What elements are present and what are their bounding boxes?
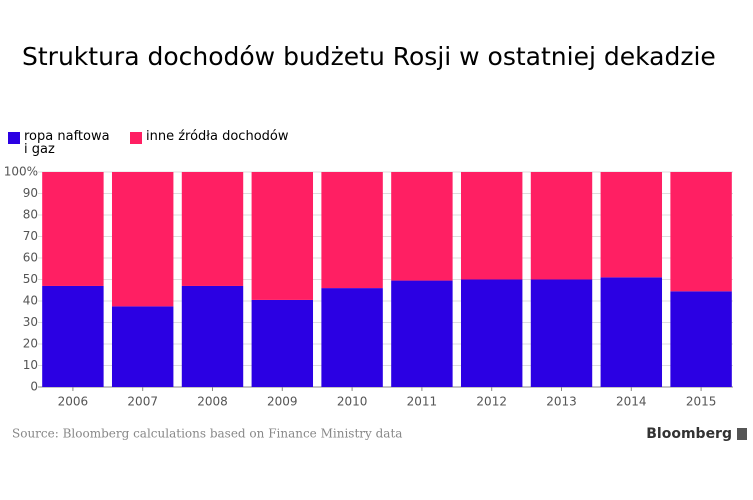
logo-icon [737, 428, 747, 440]
y-tick-label: 10 [23, 358, 38, 372]
y-tick-label: 30 [23, 315, 38, 329]
y-tick-label: 40 [23, 294, 38, 308]
legend-label: inne źródła dochodów [146, 129, 289, 144]
x-tick-label: 2013 [546, 395, 577, 409]
bar-segment [251, 299, 314, 387]
y-tick-label: 20 [23, 337, 38, 351]
x-tick-label: 2009 [267, 395, 298, 409]
bar-segment [391, 280, 453, 387]
x-tick-label: 2008 [197, 395, 228, 409]
bar-segment [42, 285, 104, 387]
x-tick-label: 2014 [616, 395, 647, 409]
bar-segment [391, 172, 453, 281]
legend-item: inne źródła dochodów [130, 130, 289, 156]
source: Source: Bloomberg calculations based on … [12, 427, 402, 441]
legend: ropa naftowa i gaz inne źródła dochodów [8, 130, 289, 156]
bar-segment [670, 291, 732, 387]
y-tick-label: 60 [23, 251, 38, 265]
y-tick-label: 100% [4, 165, 38, 179]
bar-segment [251, 172, 314, 300]
y-tick-label: 90 [23, 186, 38, 200]
bar-segment [600, 172, 663, 278]
legend-swatch [8, 132, 20, 144]
y-tick-label: 0 [30, 380, 38, 394]
legend-swatch [130, 132, 142, 144]
legend-item: ropa naftowa i gaz [8, 130, 116, 156]
bar-segment [321, 172, 383, 289]
bar-segment [460, 279, 523, 387]
legend-label: ropa naftowa i gaz [24, 129, 110, 157]
bar-segment [42, 172, 104, 286]
chart-title: Struktura dochodów budżetu Rosji w ostat… [22, 42, 716, 71]
x-tick-label: 2007 [127, 395, 158, 409]
y-tick-label: 70 [23, 229, 38, 243]
x-tick-label: 2012 [476, 395, 507, 409]
x-tick-label: 2006 [58, 395, 89, 409]
bar-segment [670, 172, 732, 292]
y-tick-label: 50 [23, 272, 38, 286]
bar-segment [181, 172, 244, 286]
x-tick-label: 2010 [337, 395, 368, 409]
y-tick-label: 80 [23, 208, 38, 222]
bar-segment [460, 172, 523, 280]
x-tick-label: 2011 [407, 395, 438, 409]
x-tick-label: 2015 [686, 395, 717, 409]
bar-segment [600, 277, 663, 387]
bar-segment [181, 285, 244, 387]
bar-segment [530, 279, 593, 387]
logo: Bloomberg [646, 426, 732, 442]
bar-segment [111, 306, 174, 387]
bar-segment [111, 172, 174, 307]
bar-segment [321, 288, 383, 387]
bar-segment [530, 172, 593, 280]
